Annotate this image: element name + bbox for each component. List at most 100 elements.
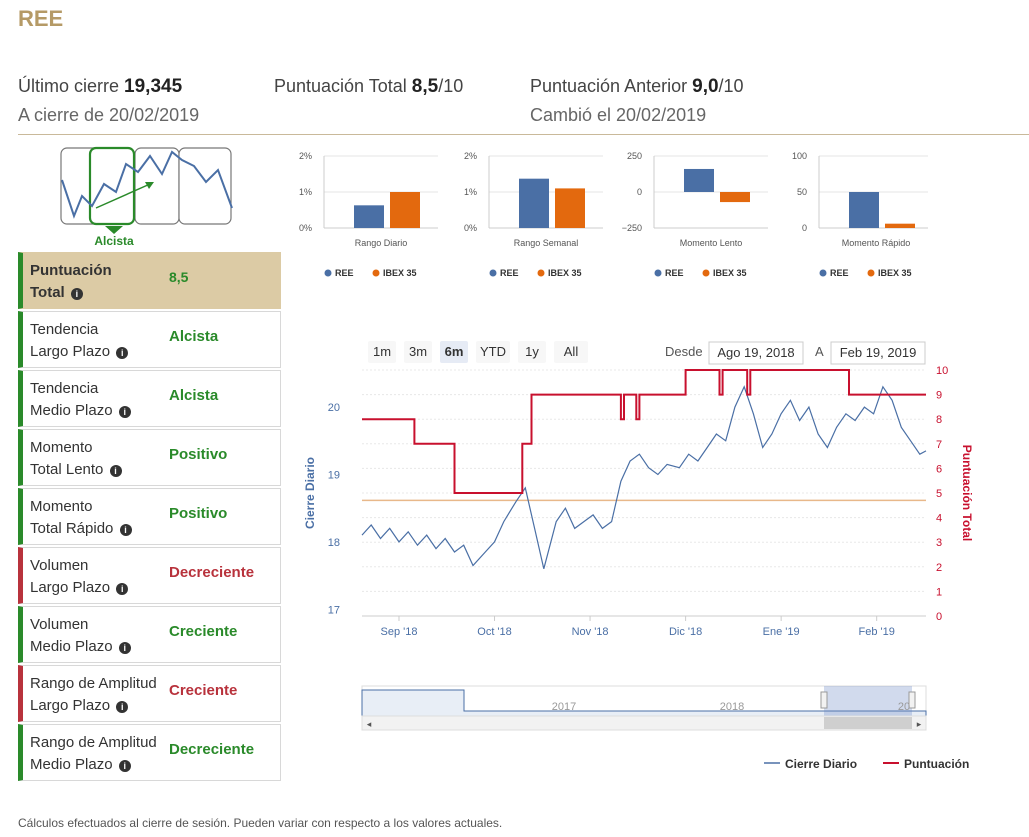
scroll-left-icon: ◂ — [367, 719, 372, 729]
score-row-sublabel: Medio Plazo — [30, 402, 113, 419]
score-row-value: Creciente — [169, 623, 238, 640]
info-icon[interactable]: i — [118, 642, 131, 654]
mini-tick-label: 2% — [464, 151, 477, 161]
score-table: Puntuación Total i 8,5 Tendencia Largo Pla… — [18, 252, 281, 783]
y2-tick-label: 7 — [936, 439, 942, 451]
mini-bar — [354, 205, 384, 228]
score-row-value: Positivo — [169, 446, 228, 463]
legend-label: IBEX 35 — [383, 268, 417, 278]
range-button[interactable]: 6m — [445, 344, 464, 359]
legend-dot — [654, 269, 662, 277]
mini-bar — [519, 178, 549, 228]
score-row-label: Volumen — [30, 557, 89, 574]
score-row-volumen-medio: Volumen Medio Plazo i Creciente — [18, 606, 281, 663]
info-icon[interactable]: i — [116, 347, 129, 359]
mini-bar — [390, 192, 420, 228]
mini-tick-label: 100 — [792, 151, 807, 161]
info-icon[interactable]: i — [118, 406, 131, 418]
mini-tick-label: 0 — [637, 187, 642, 197]
y2-tick-label: 1 — [936, 586, 942, 598]
total-score-block: Puntuación Total 8,5/10 — [274, 72, 463, 101]
x-tick-label: Sep '18 — [380, 626, 417, 638]
to-date-box — [830, 341, 926, 365]
navigator-mask — [824, 686, 912, 716]
mini-tick-label: 1% — [299, 187, 312, 197]
score-row-sublabel: Largo Plazo — [30, 697, 111, 714]
score-row-value: Decreciente — [169, 741, 255, 758]
ticker-title: REE — [18, 6, 64, 31]
footnote: Cálculos efectuados al cierre de sesión.… — [18, 816, 503, 830]
navigator-label: 2018 — [720, 701, 744, 713]
navigator-label: 20 — [898, 701, 910, 713]
x-tick-label: Ene '19 — [763, 626, 800, 638]
last-close-value: 19,345 — [124, 76, 183, 97]
y2-tick-label: 4 — [936, 513, 942, 525]
to-label: A — [815, 344, 824, 359]
mini-bar — [684, 168, 714, 192]
mini-tick-label: −250 — [622, 223, 642, 233]
changed-date: Cambió el 20/02/2019 — [530, 105, 707, 125]
y2-tick-label: 10 — [936, 365, 948, 377]
scrollbar-track — [361, 715, 927, 731]
score-row-label: Momento — [30, 439, 93, 456]
y2-tick-label: 0 — [936, 611, 942, 623]
legend-label: IBEX 35 — [713, 268, 747, 278]
range-button[interactable]: All — [564, 344, 579, 359]
score-row-amplitud-largo: Rango de Amplitud Largo Plazo i Creciente — [18, 665, 281, 722]
range-button[interactable]: 1m — [373, 344, 391, 359]
from-date-input[interactable]: Ago 19, 2018 — [717, 345, 794, 360]
range-button[interactable]: 1y — [525, 344, 539, 359]
score-row-sublabel: Total — [30, 284, 65, 301]
legend-dot — [819, 269, 827, 277]
score-row-value: Decreciente — [169, 564, 255, 581]
score-row-label: Tendencia — [30, 321, 99, 338]
mini-chart-title: Rango Diario — [355, 238, 408, 248]
mini-tick-label: 250 — [627, 151, 642, 161]
y2-tick-label: 8 — [936, 414, 942, 426]
info-icon[interactable]: i — [118, 760, 131, 772]
score-row-tendencia-medio: Tendencia Medio Plazo i Alcista — [18, 370, 281, 427]
y2-axis-title: Puntuación Total — [960, 445, 974, 541]
y2-tick-label: 9 — [936, 390, 942, 402]
score-row-value: Alcista — [169, 387, 219, 404]
score-row-value: Creciente — [169, 682, 238, 699]
to-date-input[interactable]: Feb 19, 2019 — [840, 345, 917, 360]
legend-dot — [324, 269, 332, 277]
legend-label: REE — [665, 268, 684, 278]
legend-dot — [489, 269, 497, 277]
prev-score-label: Puntuación Anterior — [530, 76, 688, 96]
mini-tick-label: 0% — [299, 223, 312, 233]
legend-dot — [372, 269, 380, 277]
score-row-label: Rango de Amplitud — [30, 675, 157, 692]
range-button-bg — [368, 341, 396, 363]
mini-bar — [849, 192, 879, 228]
score-row-total: Puntuación Total i 8,5 — [18, 252, 281, 309]
info-icon[interactable]: i — [116, 583, 129, 595]
prev-score-block: Puntuación Anterior 9,0/10 Cambió el 20/… — [530, 72, 744, 129]
range-button[interactable]: YTD — [480, 344, 506, 359]
y-tick-label: 18 — [328, 537, 340, 549]
y2-tick-label: 6 — [936, 463, 942, 475]
score-row-label: Puntuación — [30, 262, 112, 279]
mini-bar — [555, 188, 585, 228]
score-row-momento-lento: Momento Total Lento i Positivo — [18, 429, 281, 486]
range-button[interactable]: 3m — [409, 344, 427, 359]
series-line-puntuacion — [362, 369, 926, 494]
last-close-block: Último cierre 19,345 A cierre de 20/02/2… — [18, 72, 199, 129]
y2-tick-label: 3 — [936, 537, 942, 549]
legend-label: Cierre Diario — [785, 757, 857, 771]
price-score-chart: 1m 3m 6m YTD 1y All Desde Ago 19, 2018 A Feb 19, … — [303, 341, 974, 771]
score-row-sublabel: Medio Plazo — [30, 756, 113, 773]
info-icon[interactable]: i — [116, 701, 129, 713]
trend-up-icon: Alcista — [60, 146, 233, 248]
info-icon[interactable]: i — [109, 465, 122, 477]
trend-label: Alcista — [94, 234, 134, 248]
prev-score-value: 9,0 — [692, 76, 719, 97]
info-icon[interactable]: i — [70, 288, 83, 300]
y-tick-label: 19 — [328, 469, 340, 481]
score-row-label: Volumen — [30, 616, 89, 633]
legend-dot — [702, 269, 710, 277]
range-button-bg — [440, 341, 468, 363]
mini-tick-label: 0 — [802, 223, 807, 233]
info-icon[interactable]: i — [119, 524, 132, 536]
